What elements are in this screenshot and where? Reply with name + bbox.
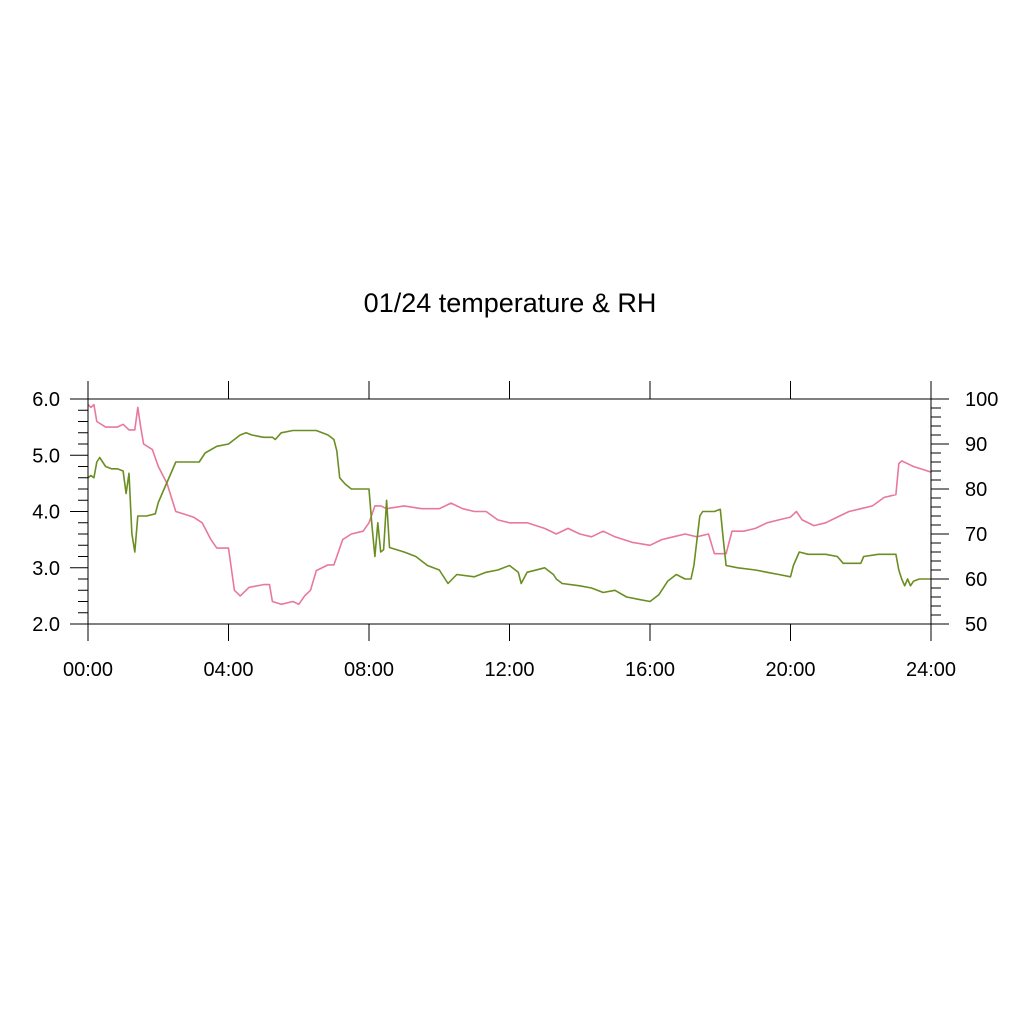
x-tick-label: 24:00 [906,659,956,681]
x-tick-label: 08:00 [344,659,394,681]
y-right-tick-label: 50 [965,614,987,636]
x-tick-label: 16:00 [625,659,675,681]
y-left-tick-label: 6.0 [32,389,60,411]
y-right-tick-label: 100 [965,389,998,411]
rh-series-line [87,429,931,603]
chart-title: 01/24 temperature & RH [364,288,657,318]
y-right-tick-label: 60 [965,569,987,591]
y-left-tick-label: 4.0 [32,502,60,524]
plot-frame [87,398,932,625]
y-left-tick-label: 3.0 [32,558,60,580]
y-right-tick-label: 90 [965,434,987,456]
x-tick-label: 04:00 [203,659,253,681]
y-left-tick-label: 5.0 [32,445,60,467]
y-right-tick-label: 70 [965,524,987,546]
tick-labels: 00:00 04:00 08:00 12:00 16:00 20:00 24:00 2.0 3.… [32,389,998,681]
x-tick-label: 12:00 [484,659,534,681]
x-tick-label: 20:00 [765,659,815,681]
x-tick-label: 00:00 [63,659,113,681]
axis-ticks [70,381,949,641]
series-group [87,403,932,606]
temperature-series-line [87,403,932,606]
y-left-tick-label: 2.0 [32,614,60,636]
y-right-tick-label: 80 [965,479,987,501]
